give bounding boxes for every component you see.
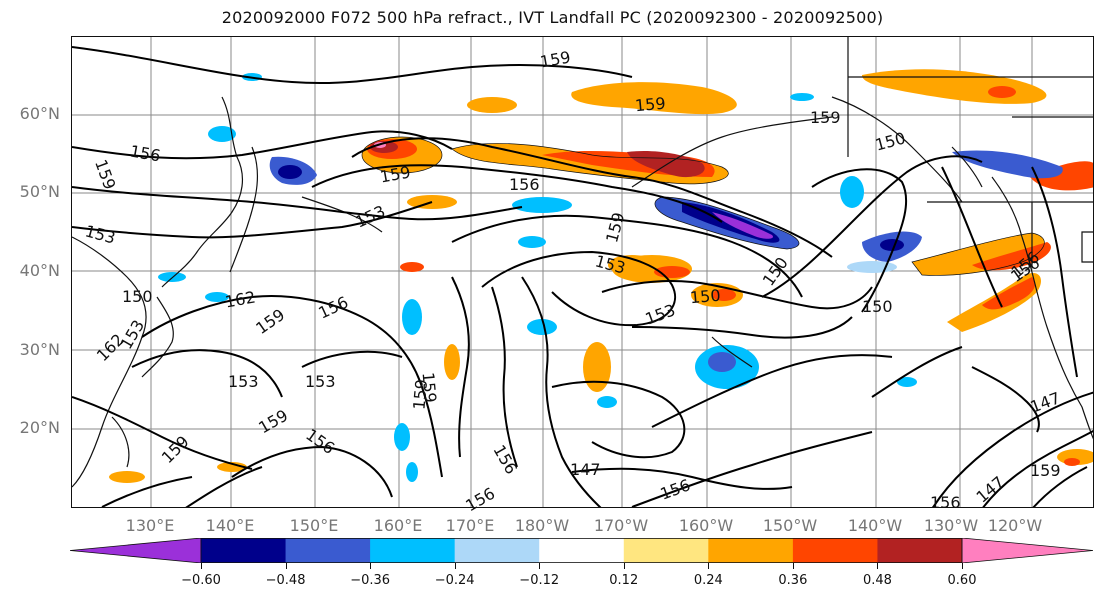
colorbar-tick-label: −0.60 — [181, 573, 221, 588]
lon-label-160w: 160°W — [678, 516, 734, 535]
colorbar-segment — [539, 538, 625, 563]
colorbar-segment — [285, 538, 371, 563]
colorbar-tick — [792, 563, 794, 569]
colorbar-tick — [877, 563, 879, 569]
colorbar-tick-label: 0.24 — [693, 573, 723, 588]
contour-label: 150 — [689, 285, 722, 308]
lon-label-140e: 140°E — [205, 516, 255, 535]
colorbar-tick-label: 0.12 — [609, 573, 639, 588]
contour-label: 150 — [862, 297, 893, 316]
colorbar-segment — [454, 538, 540, 563]
map-canvas — [72, 37, 1093, 507]
lon-label-160e: 160°E — [373, 516, 423, 535]
chart-title: 2020092000 F072 500 hPa refract., IVT La… — [221, 8, 884, 27]
graticule — [72, 37, 1093, 507]
colorbar-tick — [539, 563, 541, 569]
colorbar-tick-label: −0.48 — [265, 573, 306, 588]
contour-label: 150 — [122, 287, 153, 306]
colorbar-tick — [962, 563, 963, 569]
colorbar-tick-label: 0.48 — [862, 573, 892, 588]
colorbar-tick — [708, 563, 710, 569]
colorbar-tick-label: 0.36 — [778, 573, 808, 588]
lon-label-170w: 170°W — [593, 516, 649, 535]
lon-label-170e: 170°E — [445, 516, 495, 535]
colorbar-extend-high — [961, 538, 1093, 563]
lat-label-60n: 60°N — [19, 104, 60, 123]
shading-outlines — [361, 136, 1045, 276]
colorbar-segment — [877, 538, 963, 563]
lon-label-130e: 130°E — [125, 516, 175, 535]
contour-label: 159 — [810, 108, 841, 127]
contour-label: 156 — [930, 493, 961, 512]
colorbar-tick-label: −0.12 — [519, 573, 560, 588]
colorbar-segment — [792, 538, 878, 563]
refractivity-contours — [72, 46, 1093, 507]
contour-label: 153 — [305, 372, 336, 391]
lat-label-30n: 30°N — [19, 340, 60, 359]
colorbar-tick — [454, 563, 456, 569]
colorbar-segment — [708, 538, 794, 563]
colorbar-border — [200, 538, 963, 563]
colorbar-tick — [370, 563, 372, 569]
contour-label: 147 — [570, 460, 601, 479]
lat-label-20n: 20°N — [19, 418, 60, 437]
lon-label-150e: 150°E — [289, 516, 339, 535]
colorbar — [70, 538, 1093, 563]
colorbar-segment — [370, 538, 456, 563]
colorbar-tick-label: −0.36 — [350, 573, 391, 588]
lon-label-120w: 120°W — [987, 516, 1043, 535]
colorbar-segment — [623, 538, 709, 563]
contour-label: 156 — [509, 175, 540, 194]
contour-label: 159 — [418, 371, 441, 404]
colorbar-tick — [623, 563, 625, 569]
lat-label-50n: 50°N — [19, 182, 60, 201]
colorbar-segment — [201, 538, 287, 563]
lat-label-40n: 40°N — [19, 261, 60, 280]
colorbar-tick-label: 0.60 — [947, 573, 977, 588]
contour-label: 153 — [228, 372, 259, 391]
lon-label-180w: 180°W — [514, 516, 570, 535]
colorbar-tick — [285, 563, 287, 569]
coastlines — [72, 37, 1093, 488]
lon-label-140w: 140°W — [847, 516, 903, 535]
contour-label: 159 — [634, 93, 667, 116]
lon-label-130w: 130°W — [923, 516, 979, 535]
contour-label: 159 — [1030, 461, 1061, 480]
map-panel — [71, 36, 1094, 508]
shaded-field — [109, 69, 1093, 483]
colorbar-tick-label: −0.24 — [434, 573, 475, 588]
colorbar-extend-low — [70, 538, 202, 563]
lon-label-150w: 150°W — [762, 516, 818, 535]
colorbar-tick — [201, 563, 202, 569]
